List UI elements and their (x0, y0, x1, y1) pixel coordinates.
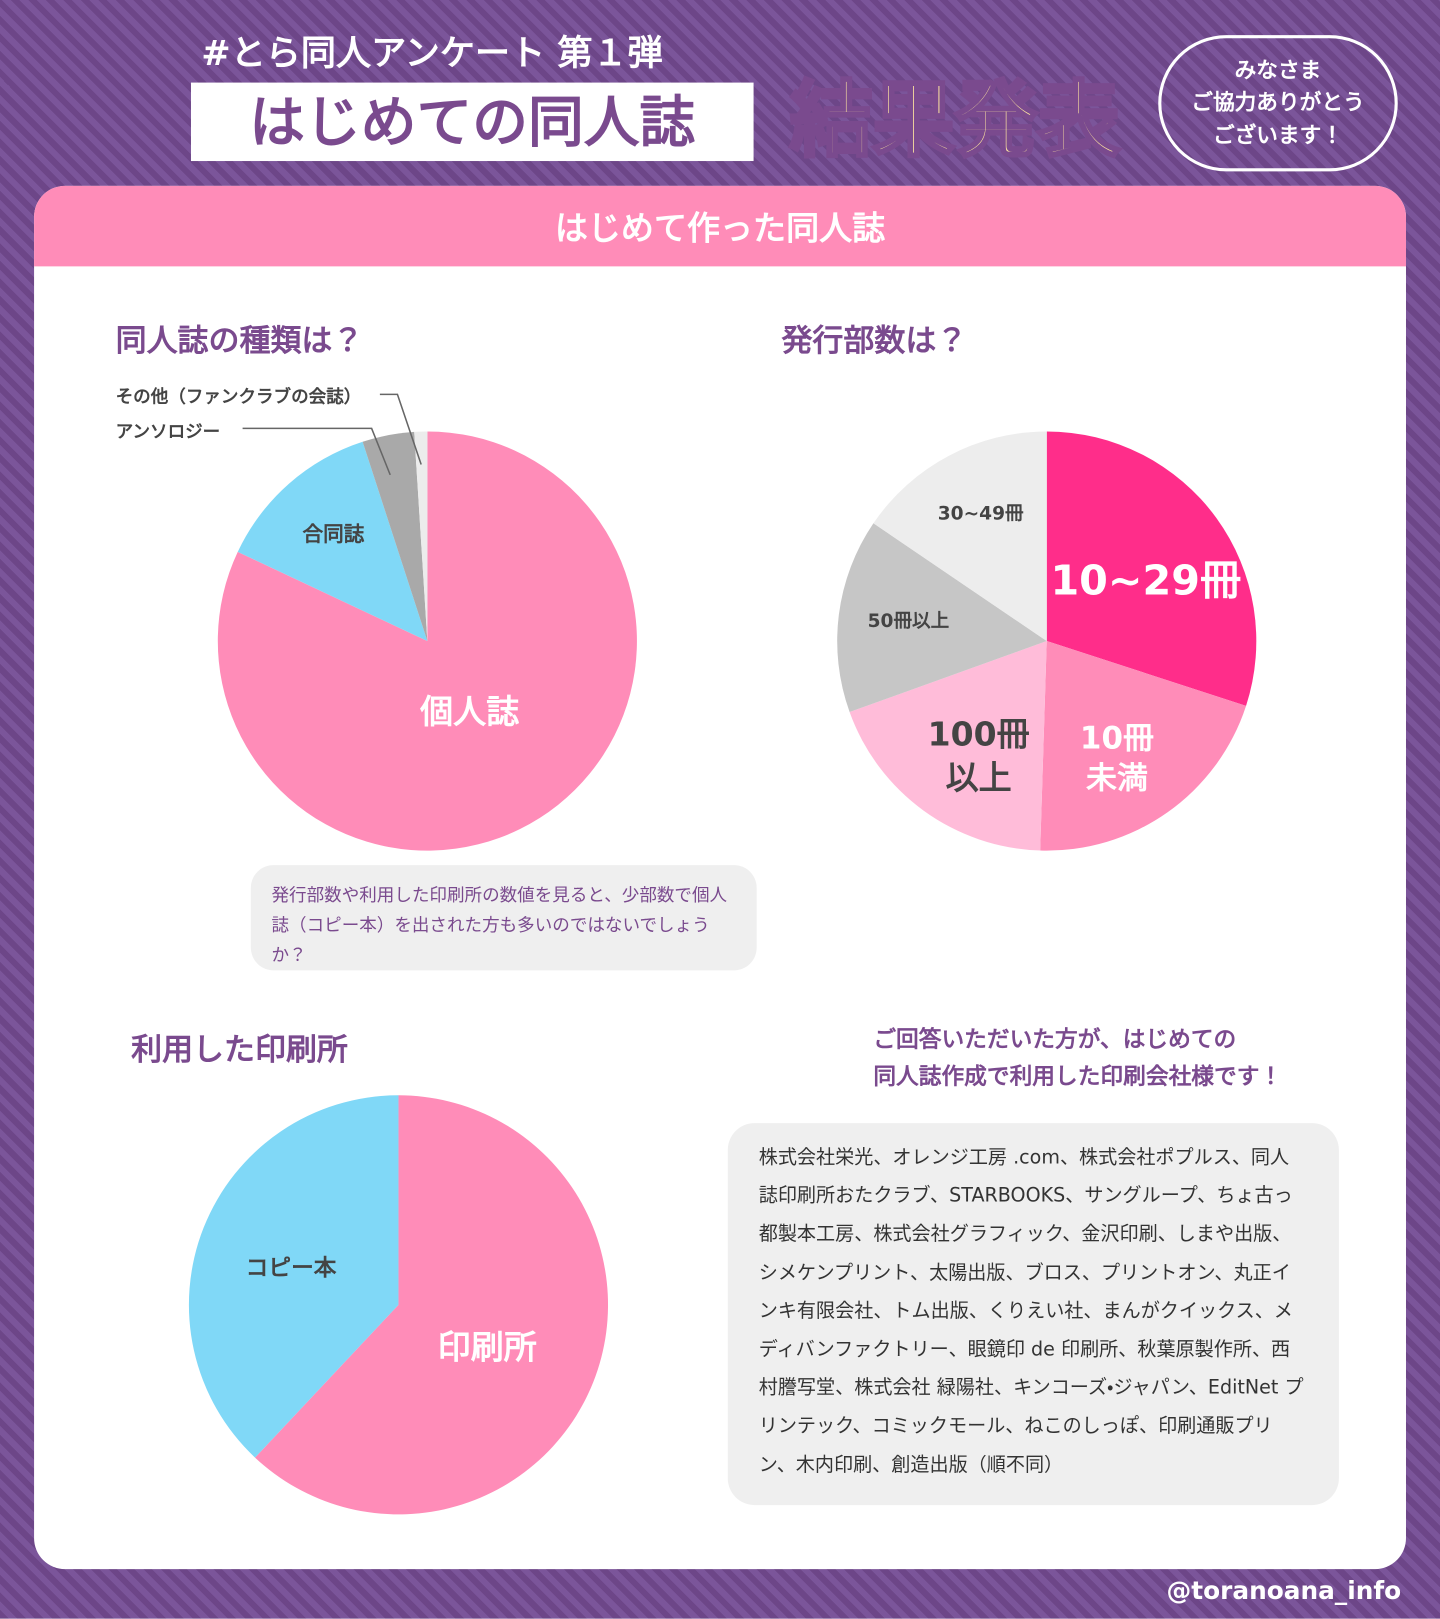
footer-handle: @toranoana_info (1166, 1576, 1402, 1606)
chart-title: 同人誌の種類は？ (115, 323, 364, 360)
pie-slice (1040, 641, 1247, 851)
leader-line (379, 393, 422, 465)
slice-label: コピー本 (245, 1256, 337, 1282)
pie-slice (414, 431, 428, 642)
pie-slice (237, 441, 428, 642)
leader-line (242, 427, 391, 476)
comment-bubble: 発行部数や利用した印刷所の数値を見ると、少部数で個人誌（コピー本）を出された方も… (250, 865, 757, 971)
slice-label: 個人誌 (420, 691, 520, 732)
printers-note: ご回答いただいた方が、はじめての 同人誌作成で利用した印刷会社様です！ (873, 1027, 1283, 1091)
thanks-bubble: みなさま ご協力ありがとう ございます！ (1158, 35, 1398, 172)
printers-list: 株式会社栄光、オレンジ工房 .com、株式会社ポプルス、同人誌印刷所おたクラブ、… (727, 1123, 1339, 1506)
pie-slice (873, 431, 1047, 642)
slice-label: 合同誌 (302, 521, 365, 547)
slice-label: アンソロジー (115, 422, 221, 443)
main-title: はじめての同人誌 (190, 82, 754, 162)
slice-label: 30~49冊 (937, 503, 1024, 525)
slice-label: 10~29冊 (1050, 557, 1242, 605)
headline: 結果発表 (788, 71, 1121, 170)
chart-title: 利用した印刷所 (131, 1032, 348, 1069)
slice-label: その他（ファンクラブの会誌） (115, 387, 362, 408)
pie-slice (837, 523, 1047, 713)
slice-label: 100冊 以上 (927, 714, 1030, 797)
slice-label: 50冊以上 (867, 610, 950, 633)
pie-slice (255, 1095, 609, 1515)
pie-slice (849, 641, 1047, 851)
pie-slice (1046, 431, 1257, 706)
hashtag: #とら同人アンケート 第１弾 (201, 33, 663, 75)
chart-title: 発行部数は？ (781, 323, 968, 360)
pie-slice (362, 431, 428, 642)
pie-slice (188, 1095, 399, 1458)
slice-label: 印刷所 (437, 1327, 537, 1367)
slice-label: 10冊 未満 (1079, 720, 1154, 797)
section-title: はじめて作った同人誌 (34, 185, 1406, 267)
